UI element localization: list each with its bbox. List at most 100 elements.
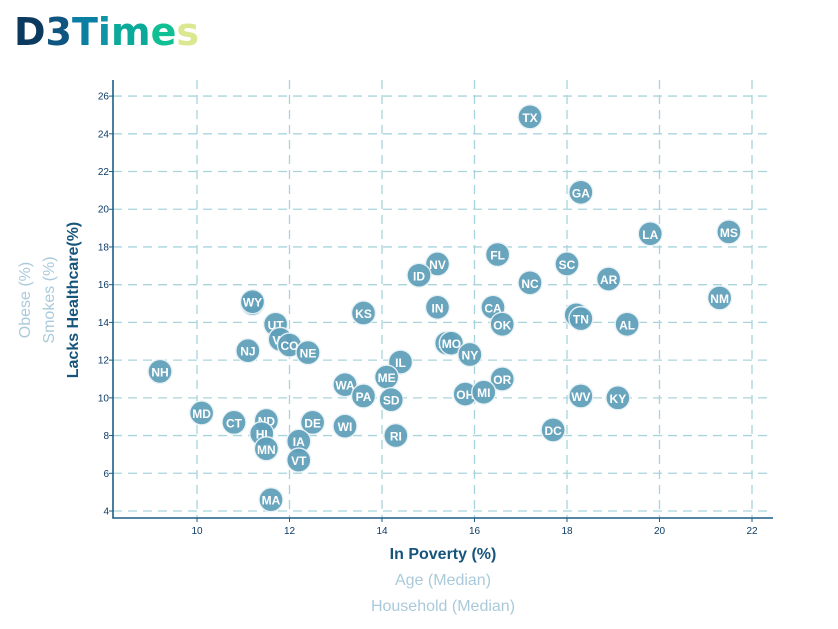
state-abbr: RI [390,430,402,444]
state-abbr: NJ [240,345,255,359]
y-tick-label: 18 [98,242,110,253]
state-abbr: AR [600,273,618,287]
state-abbr: OH [456,388,474,402]
y-axis-option[interactable]: Smokes (%) [41,256,58,343]
state-marker-de[interactable]: DE [299,409,326,436]
y-tick-label: 6 [103,469,109,480]
state-marker-nv[interactable]: NV [424,251,451,277]
state-marker-la[interactable]: LA [637,221,663,247]
x-axis-option[interactable]: Household (Median) [371,598,515,615]
x-tick-label: 20 [654,526,666,537]
state-marker-pa[interactable]: PA [350,383,377,409]
state-marker-me[interactable]: ME [373,364,400,390]
state-abbr: KY [610,392,627,406]
state-abbr: MO [442,337,461,351]
state-marker-ky[interactable]: KY [605,385,631,411]
state-abbr: NY [462,348,479,362]
y-tick-label: 4 [103,507,109,518]
state-marker-tx[interactable]: TX [517,104,543,130]
state-abbr: WV [571,390,590,404]
state-abbr: NE [300,347,317,361]
state-marker-ms[interactable]: MS [716,219,742,245]
state-marker-nc[interactable]: NC [517,270,543,296]
state-marker-nj[interactable]: NJ [235,337,261,364]
state-abbr: AL [619,318,635,332]
state-abbr: WI [338,420,353,434]
y-tick-label: 12 [98,356,110,367]
state-marker-oh[interactable]: OH [452,381,478,407]
state-marker-ct[interactable]: CT [221,409,247,436]
data-points: TXGALAMSNMFLSCARNCNVIDINCAOKAZTNALKSMTMO… [147,104,742,513]
state-marker-nh[interactable]: NH [147,358,173,385]
state-abbr: OR [493,373,511,387]
state-marker-ok[interactable]: OK [489,311,515,337]
state-marker-id[interactable]: ID [406,262,432,288]
state-marker-al[interactable]: AL [614,311,640,337]
state-abbr: WA [335,379,355,393]
state-marker-mn[interactable]: MN [253,436,280,462]
state-marker-vt[interactable]: VT [286,447,312,473]
state-marker-ma[interactable]: MA [258,486,284,513]
x-axis-labels: In Poverty (%) Age (Median) Household (Med… [371,546,515,615]
axes: 4 6 8 10 12 14 16 18 20 22 24 26 10 12 14 16 18 20 22 [98,80,773,537]
state-abbr: NH [151,365,168,379]
brand-letter: i [97,10,111,54]
state-marker-tn[interactable]: TN [568,305,594,332]
state-marker-ny[interactable]: NY [457,341,483,368]
state-abbr: MD [192,407,211,421]
state-abbr: OK [493,318,511,332]
state-marker-mi[interactable]: MI [471,379,497,405]
brand-letter: s [176,10,199,54]
state-marker-ia[interactable]: IA [286,428,312,454]
state-marker-ks[interactable]: KS [350,300,377,326]
state-marker-in[interactable]: IN [424,294,451,321]
state-marker-wy[interactable]: WY [239,288,266,315]
y-tick-label: 26 [98,92,110,103]
state-abbr: NM [710,292,729,306]
state-marker-dc[interactable]: DC [540,417,566,443]
state-abbr: IA [293,435,305,449]
state-abbr: TX [522,111,537,125]
brand-letter: e [150,10,177,54]
state-marker-sd[interactable]: SD [378,387,404,413]
state-marker-wi[interactable]: WI [332,413,358,439]
state-abbr: CO [281,339,299,353]
state-abbr: DC [544,424,562,438]
brand-letter: 3 [45,10,72,54]
state-abbr: NC [521,277,539,291]
state-marker-ga[interactable]: GA [568,179,594,205]
state-marker-or[interactable]: OR [489,366,515,392]
state-abbr: IL [395,356,406,370]
state-abbr: LA [642,228,658,242]
state-marker-fl[interactable]: FL [484,241,511,268]
state-abbr: CT [226,416,243,430]
state-marker-ar[interactable]: AR [595,266,622,292]
state-abbr: MS [720,226,738,240]
state-marker-ri[interactable]: RI [383,422,409,449]
x-axis-option[interactable]: Age (Median) [395,572,491,589]
state-marker-ne[interactable]: NE [295,339,321,366]
state-abbr: SC [559,258,576,272]
state-abbr: IN [432,301,444,315]
y-tick-label: 14 [98,318,110,329]
y-axis-option[interactable]: Obese (%) [17,262,34,338]
x-axis-option[interactable]: In Poverty (%) [390,546,497,563]
state-marker-wa[interactable]: WA [332,371,358,398]
y-axis-option[interactable]: Lacks Healthcare(%) [65,222,82,379]
state-abbr: TN [573,313,589,327]
x-tick-label: 10 [191,526,203,537]
state-abbr: MA [262,494,281,508]
state-marker-nm[interactable]: NM [706,285,733,311]
state-marker-md[interactable]: MD [188,400,215,426]
y-tick-label: 22 [98,167,110,178]
state-marker-wv[interactable]: WV [568,383,594,409]
state-marker-mo[interactable]: MO [438,330,465,356]
state-abbr: FL [490,249,505,263]
state-marker-sc[interactable]: SC [554,251,580,277]
x-tick-label: 18 [561,526,573,537]
state-abbr: NV [429,258,446,272]
state-abbr: CA [484,301,502,315]
y-tick-label: 24 [98,129,110,140]
x-tick-label: 12 [284,526,296,537]
